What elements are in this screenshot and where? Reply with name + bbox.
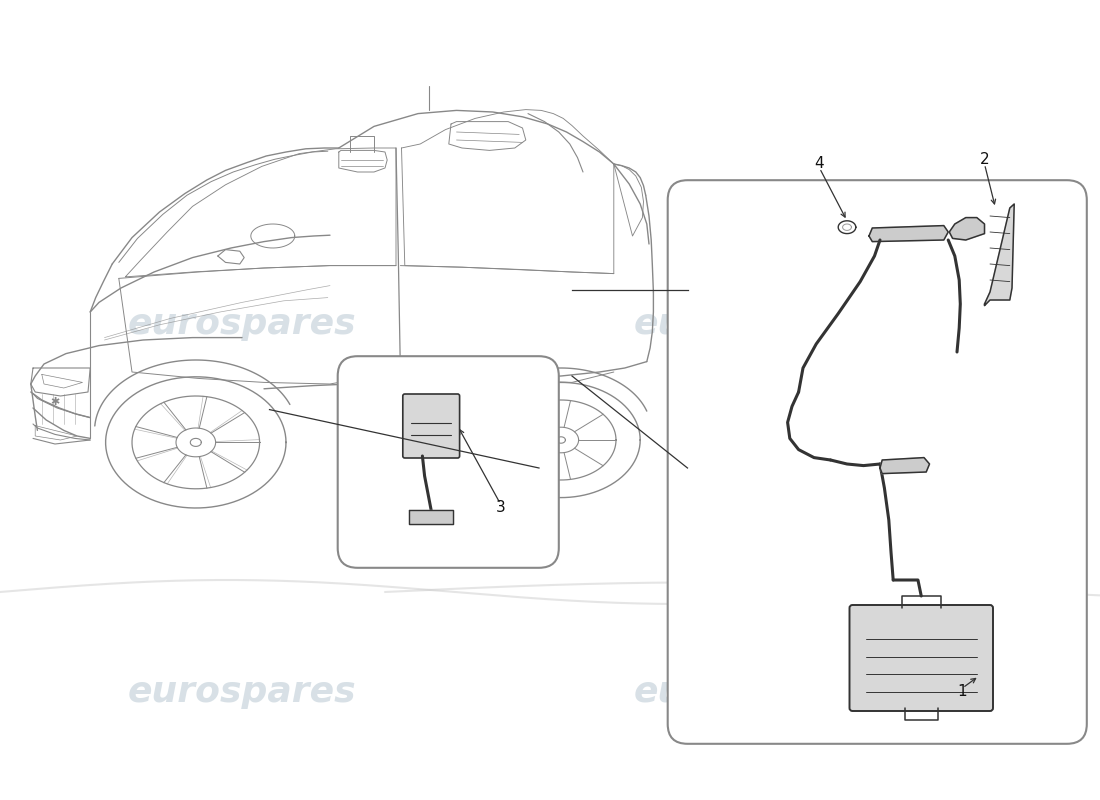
Text: eurospares: eurospares xyxy=(634,675,862,709)
Polygon shape xyxy=(984,204,1014,306)
FancyBboxPatch shape xyxy=(849,605,993,711)
Text: 2: 2 xyxy=(980,153,989,167)
Polygon shape xyxy=(880,458,929,474)
Polygon shape xyxy=(949,218,984,240)
FancyBboxPatch shape xyxy=(338,356,559,568)
FancyBboxPatch shape xyxy=(403,394,460,458)
Text: 4: 4 xyxy=(815,157,824,171)
Polygon shape xyxy=(409,510,453,524)
Text: ✱: ✱ xyxy=(51,397,59,406)
FancyBboxPatch shape xyxy=(668,180,1087,744)
Text: 1: 1 xyxy=(958,685,967,699)
Text: eurospares: eurospares xyxy=(634,307,862,341)
Text: eurospares: eurospares xyxy=(128,675,356,709)
Text: eurospares: eurospares xyxy=(128,307,356,341)
Polygon shape xyxy=(869,226,948,242)
Text: 3: 3 xyxy=(496,501,505,515)
